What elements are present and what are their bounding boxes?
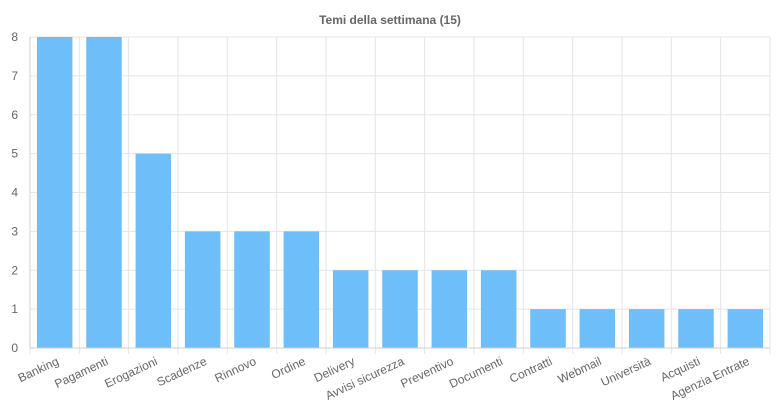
bar (283, 231, 320, 348)
x-tick-label: Erogazioni (102, 354, 159, 391)
x-tick-label: Università (599, 354, 654, 389)
x-tick-label: Rinnovo (212, 354, 258, 385)
x-tick-label: Ordine (269, 354, 308, 382)
bar (332, 270, 369, 348)
bar (234, 231, 270, 348)
y-tick-label: 6 (11, 108, 18, 122)
bar (135, 153, 172, 348)
bar (86, 37, 122, 348)
bar (579, 309, 616, 348)
axis-layer (29, 37, 770, 349)
x-tick-label: Webmail (556, 354, 604, 386)
x-tick-label: Preventivo (398, 354, 456, 391)
bar (480, 270, 517, 348)
y-tick-label: 8 (11, 30, 18, 44)
bar (382, 270, 418, 348)
bar (530, 309, 566, 348)
y-tick-label: 2 (11, 263, 18, 277)
y-tick-label: 4 (11, 186, 18, 200)
bar (431, 270, 468, 348)
x-tick-label: Pagamenti (52, 354, 110, 391)
chart-title: Temi della settimana (15) (319, 13, 461, 27)
bar (678, 309, 714, 348)
grid-layer (29, 36, 771, 354)
y-tick-label: 5 (11, 147, 18, 161)
bar (36, 37, 73, 348)
y-tick-label: 0 (11, 341, 18, 355)
y-tick-label: 7 (11, 69, 18, 83)
bar (628, 309, 665, 348)
y-tick-label: 3 (11, 224, 18, 238)
bar (184, 231, 221, 348)
x-tick-label: Documenti (447, 354, 505, 391)
x-tick-label: Contratti (507, 354, 554, 386)
x-tick-label: Scadenze (155, 354, 210, 389)
bars-layer (36, 37, 764, 348)
bar (727, 309, 764, 348)
y-axis-ticks: 0 1 2 3 4 5 6 7 8 (11, 30, 18, 355)
y-tick-label: 1 (11, 302, 18, 316)
